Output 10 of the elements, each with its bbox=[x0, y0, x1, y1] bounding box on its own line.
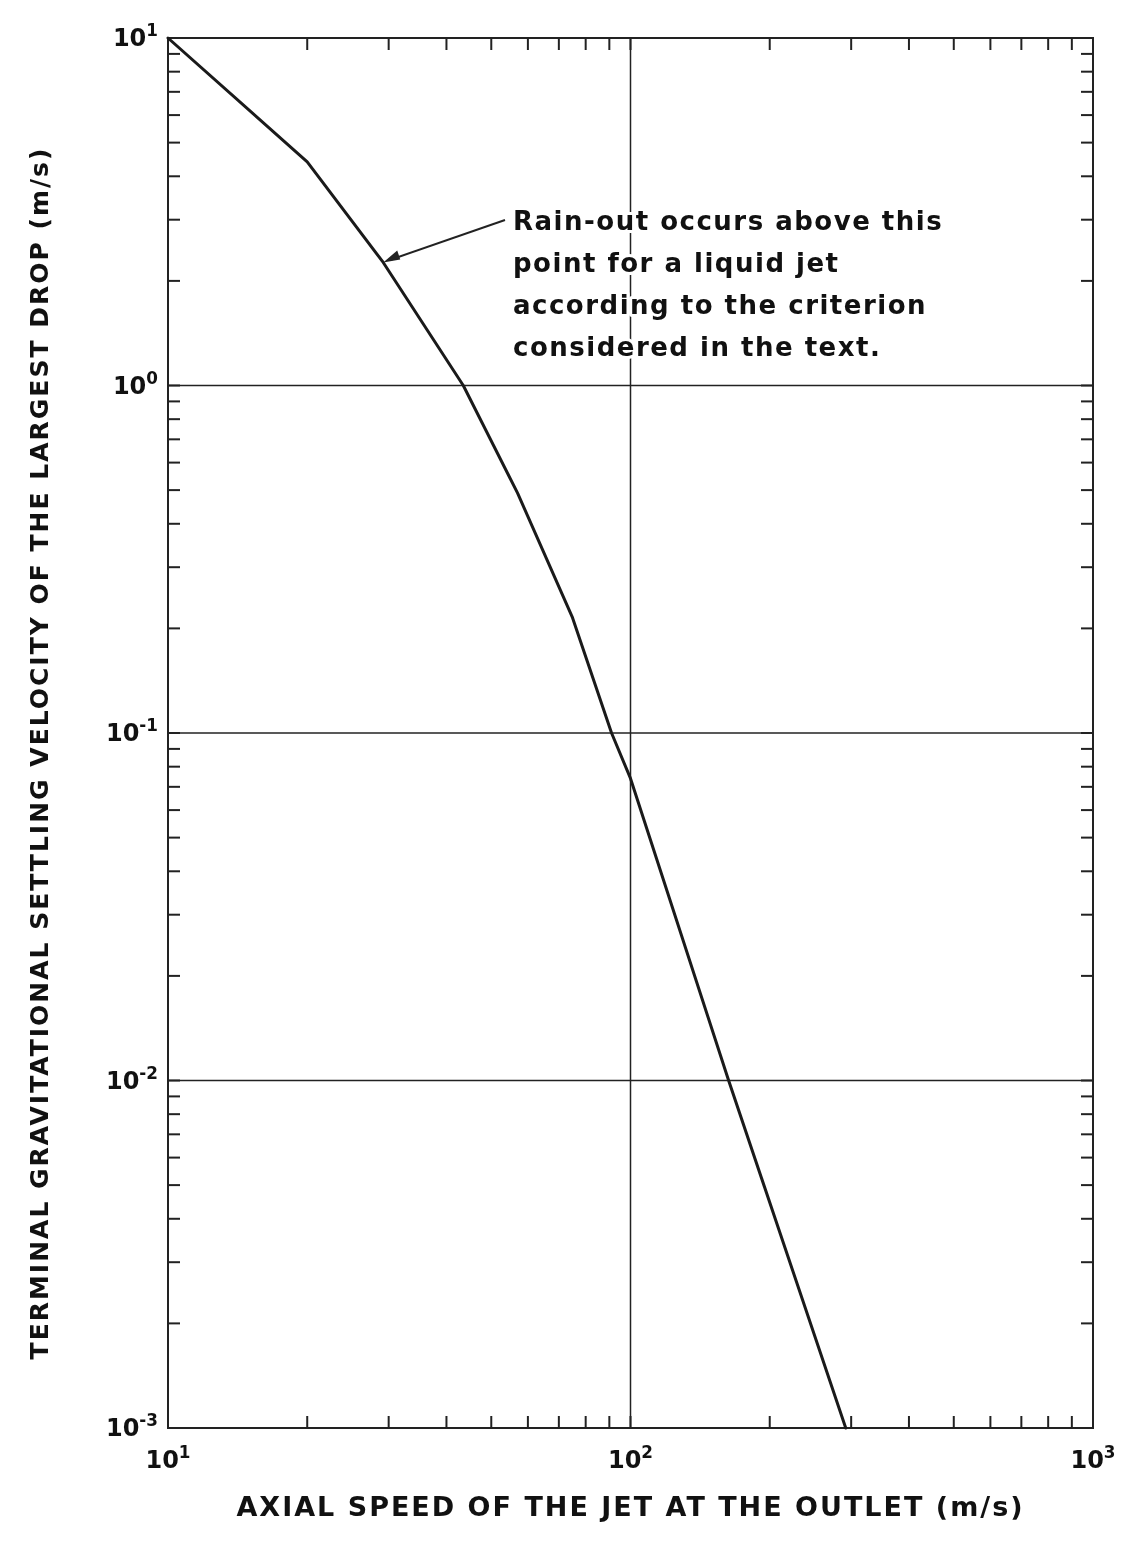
y-tick-label: 10$^{-1}$ bbox=[105, 715, 158, 747]
y-tick-label: 10$^{-2}$ bbox=[105, 1062, 158, 1095]
y-tick-label: 10$^{1}$ bbox=[112, 20, 158, 52]
y-axis-title: TERMINAL GRAVITATIONAL SETTLING VELOCITY OF THE LARGEST DROP (m/s) bbox=[25, 146, 54, 1360]
x-axis-title: AXIAL SPEED OF THE JET AT THE OUTLET (m/s) bbox=[236, 1491, 1025, 1522]
y-tick-label: 10$^{0}$ bbox=[112, 367, 158, 400]
x-tick-label: 10$^{3}$ bbox=[1070, 1442, 1116, 1474]
y-tick-label: 10$^{-3}$ bbox=[105, 1410, 158, 1442]
x-tick-label: 10$^{2}$ bbox=[607, 1442, 654, 1474]
x-tick-label: 10$^{1}$ bbox=[145, 1442, 191, 1474]
